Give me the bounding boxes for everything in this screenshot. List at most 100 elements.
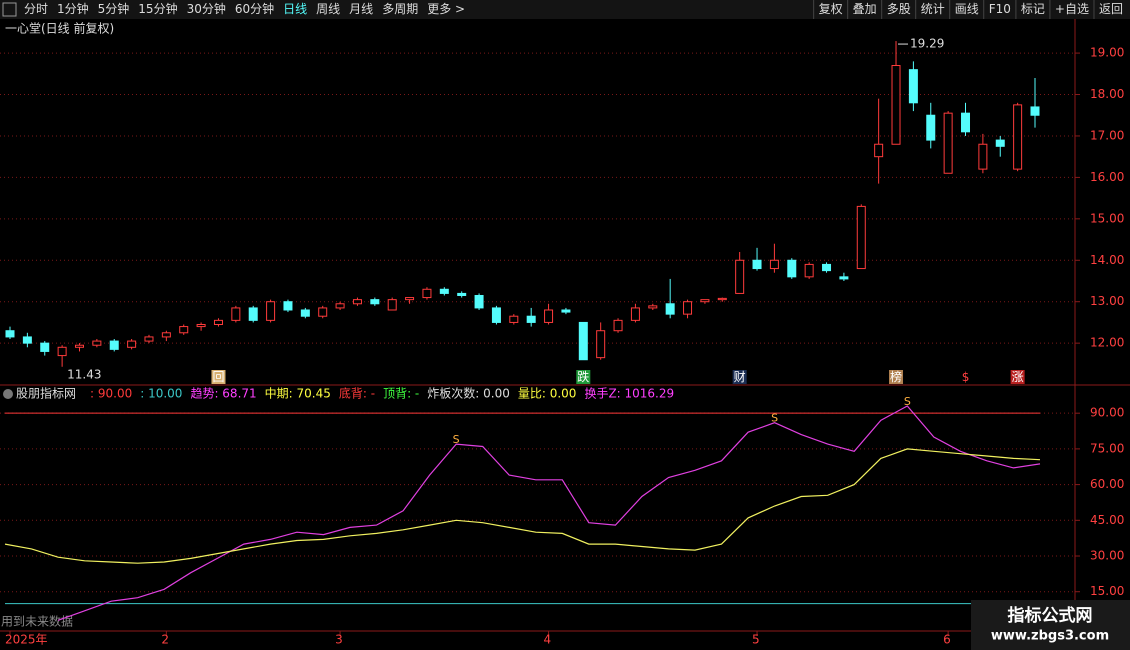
tool-button[interactable]: 统计 bbox=[921, 2, 945, 16]
event-label[interactable]: 财 bbox=[734, 370, 746, 384]
candle-body bbox=[422, 288, 432, 299]
candle-body bbox=[196, 324, 206, 328]
watermark-bg bbox=[971, 600, 1130, 650]
candle-body bbox=[1013, 104, 1023, 170]
candle-body bbox=[144, 336, 154, 342]
x-tick-label: 5 bbox=[752, 633, 760, 647]
event-label[interactable]: 跌 bbox=[577, 369, 589, 384]
candle-body bbox=[457, 292, 467, 296]
tool-button[interactable]: 返回 bbox=[1099, 2, 1123, 16]
period-tab[interactable]: 更多 > bbox=[427, 2, 465, 16]
candle-body bbox=[804, 263, 814, 278]
low-label: 11.43 bbox=[67, 367, 101, 381]
x-tick-label: 6 bbox=[943, 633, 951, 647]
tool-button[interactable]: 画线 bbox=[955, 2, 979, 16]
period-tab[interactable]: 多周期 bbox=[382, 2, 418, 16]
tool-button[interactable]: 标记 bbox=[1021, 2, 1045, 16]
indicator-value: 量比: 0.00 bbox=[518, 387, 577, 401]
candle-body bbox=[717, 297, 727, 301]
candle-body bbox=[700, 299, 710, 303]
y-tick-label: 13.00 bbox=[1090, 294, 1124, 308]
period-tab[interactable]: 15分钟 bbox=[138, 1, 177, 16]
period-tab[interactable]: 30分钟 bbox=[187, 1, 226, 16]
signal-marker: S bbox=[453, 433, 460, 446]
candle-body bbox=[300, 309, 310, 317]
candle-body bbox=[613, 319, 623, 332]
candle-body bbox=[231, 307, 241, 321]
candle-body bbox=[335, 303, 345, 309]
event-badge bbox=[576, 370, 591, 384]
tool-button[interactable]: 复权 bbox=[819, 2, 843, 16]
candle-body bbox=[683, 301, 693, 315]
candle-body bbox=[630, 307, 640, 321]
candle-body bbox=[405, 297, 415, 301]
indicator-value: 中期: 70.45 bbox=[265, 386, 331, 401]
candle-body bbox=[526, 315, 536, 323]
y-tick-label: 14.00 bbox=[1090, 253, 1124, 267]
event-label[interactable]: $ bbox=[962, 370, 970, 384]
indicator-value: : 10.00 bbox=[140, 387, 182, 401]
event-badge bbox=[958, 370, 973, 384]
candle-body bbox=[370, 299, 380, 305]
candle-body bbox=[769, 259, 779, 270]
y-tick-label: 90.00 bbox=[1090, 406, 1124, 420]
y-tick-label: 15.00 bbox=[1090, 211, 1124, 225]
candle-body bbox=[318, 307, 328, 317]
indicator-line bbox=[57, 405, 1041, 621]
indicator-value: 趋势: 68.71 bbox=[190, 387, 256, 401]
y-tick-label: 12.00 bbox=[1090, 336, 1124, 350]
candle-body bbox=[735, 259, 745, 294]
candle-body bbox=[213, 319, 223, 326]
period-tab[interactable]: 1分钟 bbox=[57, 1, 89, 16]
x-tick-label: 3 bbox=[335, 633, 343, 647]
candle-body bbox=[1030, 106, 1040, 116]
indicator-value: : 90.00 bbox=[90, 387, 132, 401]
period-tab[interactable]: 月线 bbox=[349, 2, 373, 16]
candle-body bbox=[266, 301, 276, 321]
candle-body bbox=[74, 344, 84, 348]
candle-body bbox=[491, 307, 501, 323]
signal-marker: S bbox=[771, 412, 778, 425]
high-label: 19.29 bbox=[910, 37, 944, 51]
tool-button[interactable]: +自选 bbox=[1055, 2, 1089, 16]
indicator-value: 顶背: - bbox=[383, 387, 419, 401]
candle-body bbox=[665, 303, 675, 315]
y-tick-label: 45.00 bbox=[1090, 513, 1124, 527]
event-label[interactable]: 榜 bbox=[890, 369, 902, 384]
period-tab[interactable]: 分时 bbox=[24, 2, 48, 16]
candle-body bbox=[596, 330, 606, 359]
y-tick-label: 17.00 bbox=[1090, 128, 1124, 142]
candle-body bbox=[752, 259, 762, 270]
period-tab[interactable]: 周线 bbox=[316, 2, 340, 16]
event-label[interactable]: 涨 bbox=[1012, 369, 1024, 384]
candle-body bbox=[57, 346, 67, 357]
period-tab[interactable]: 5分钟 bbox=[98, 1, 130, 16]
candle-body bbox=[978, 143, 988, 170]
candle-body bbox=[787, 259, 797, 278]
candle-body bbox=[908, 69, 918, 104]
tool-button[interactable]: 叠加 bbox=[853, 2, 877, 16]
event-badge bbox=[889, 370, 904, 384]
signal-marker: S bbox=[904, 395, 911, 408]
watermark-title: 指标公式网 bbox=[1008, 605, 1093, 626]
indicator-menu[interactable] bbox=[3, 389, 13, 399]
candle-body bbox=[387, 299, 397, 311]
tool-button[interactable]: F10 bbox=[989, 2, 1011, 16]
menu-icon[interactable] bbox=[2, 2, 17, 17]
period-tab[interactable]: 日线 bbox=[283, 2, 307, 16]
event-badge bbox=[732, 370, 747, 384]
x-tick-label: 2025年 bbox=[5, 633, 48, 647]
candle-body bbox=[648, 305, 658, 309]
y-tick-label: 30.00 bbox=[1090, 549, 1124, 563]
candle-body bbox=[561, 309, 571, 313]
y-tick-label: 19.00 bbox=[1090, 46, 1124, 60]
y-tick-label: 16.00 bbox=[1090, 170, 1124, 184]
indicator-value: 底背: - bbox=[339, 386, 375, 401]
period-tab[interactable]: 60分钟 bbox=[235, 1, 274, 16]
indicator-value: 换手Z: 1016.29 bbox=[584, 387, 674, 401]
y-tick-label: 18.00 bbox=[1090, 87, 1124, 101]
event-label[interactable]: 回 bbox=[212, 370, 224, 384]
candle-body bbox=[127, 340, 137, 348]
tool-button[interactable]: 多股 bbox=[887, 2, 911, 16]
